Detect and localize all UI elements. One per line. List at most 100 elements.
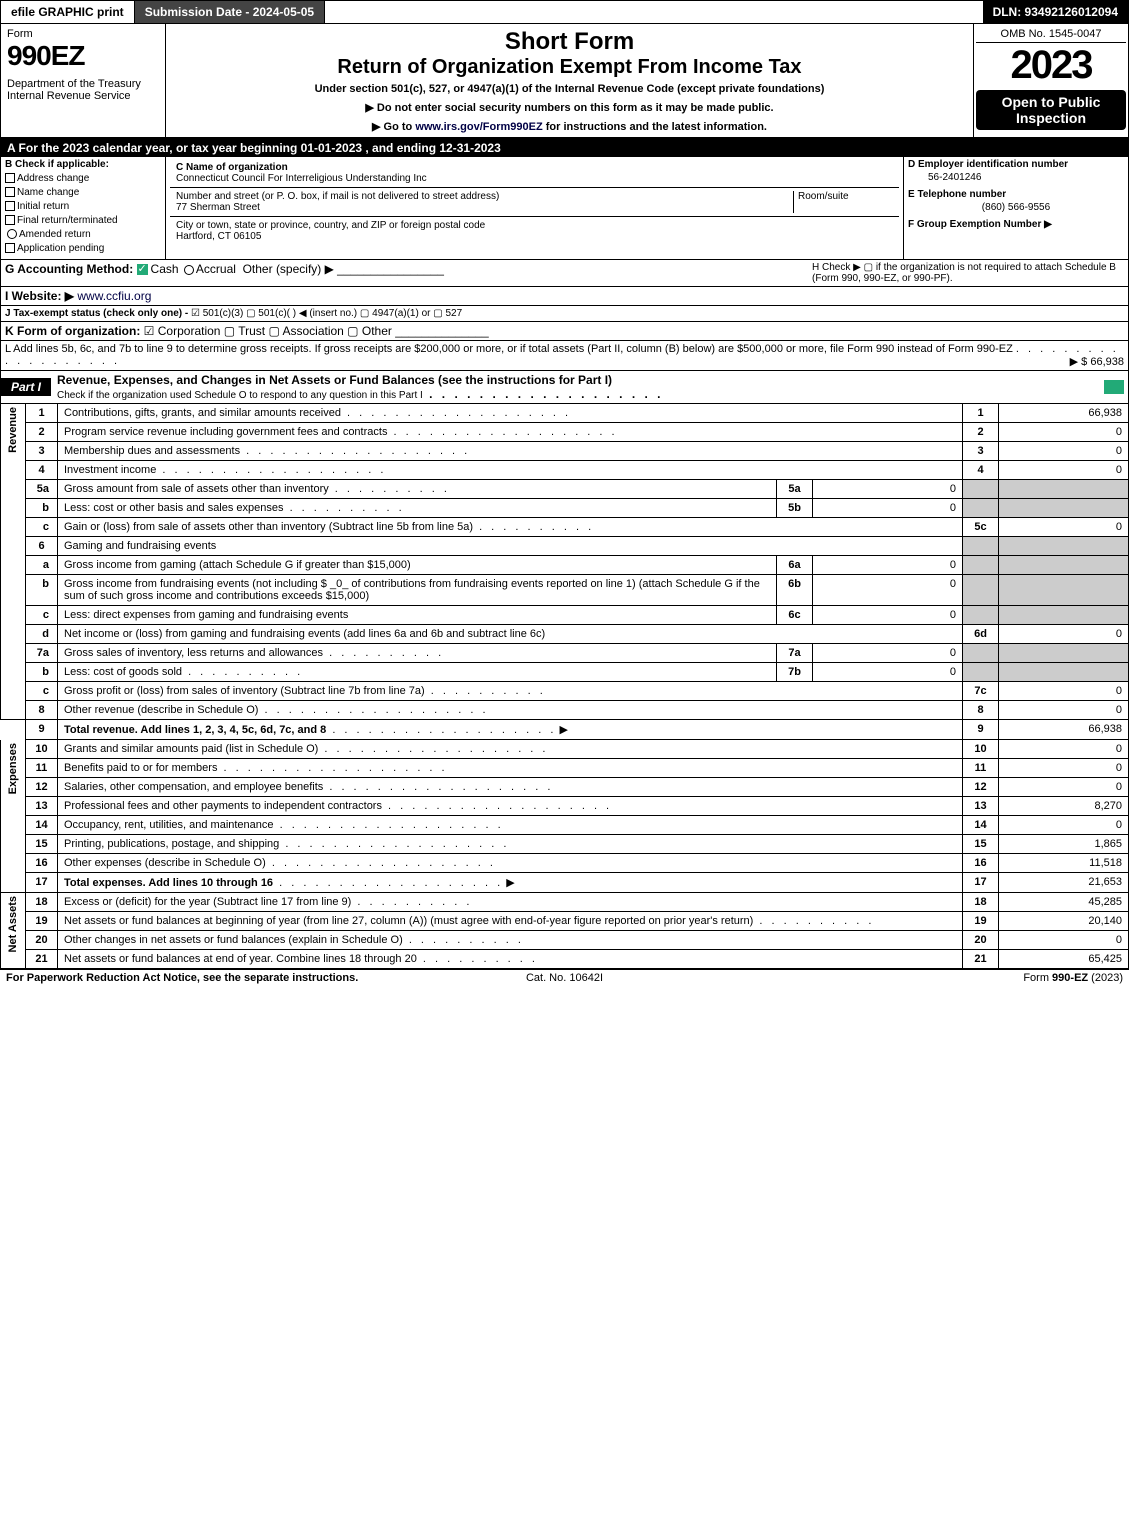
l-text: L Add lines 5b, 6c, and 7b to line 9 to … (5, 343, 1013, 355)
tax-year: 2023 (976, 43, 1126, 88)
header-center: Short Form Return of Organization Exempt… (166, 24, 973, 137)
line-5c-val: 0 (999, 518, 1129, 537)
efile-print-button[interactable]: efile GRAPHIC print (1, 1, 135, 23)
line-1-num: 1 (26, 404, 58, 423)
form-header: Form 990EZ Department of the Treasury In… (0, 24, 1129, 139)
ein-value: 56-2401246 (908, 170, 1124, 189)
line-1-desc: Contributions, gifts, grants, and simila… (58, 404, 963, 423)
l-amount: ▶ $ 66,938 (1070, 355, 1124, 368)
row-j: J Tax-exempt status (check only one) - ☑… (0, 306, 1129, 322)
line-21-val: 65,425 (999, 950, 1129, 969)
website-link[interactable]: www.ccfiu.org (77, 289, 151, 303)
part-i-header: Part I Revenue, Expenses, and Changes in… (0, 371, 1129, 404)
line-16-desc: Other expenses (describe in Schedule O) (64, 857, 266, 869)
part-i-label: Part I (1, 378, 51, 396)
accrual-radio[interactable] (184, 265, 194, 275)
line-6a-val: 0 (813, 556, 963, 575)
line-7c-desc: Gross profit or (loss) from sales of inv… (64, 685, 425, 697)
line-6-desc: Gaming and fundraising events (58, 537, 963, 556)
subtitle: Under section 501(c), 527, or 4947(a)(1)… (170, 83, 969, 95)
line-7a-val: 0 (813, 644, 963, 663)
page-footer: For Paperwork Reduction Act Notice, see … (0, 969, 1129, 986)
c-label: C Name of organization (176, 162, 288, 173)
line-9-val: 66,938 (999, 720, 1129, 740)
topbar-spacer (325, 1, 982, 23)
line-18-desc: Excess or (deficit) for the year (Subtra… (64, 896, 351, 908)
street-row: Number and street (or P. O. box, if mail… (170, 188, 899, 217)
street-value: 77 Sherman Street (176, 202, 260, 213)
check-application-pending[interactable]: Application pending (5, 243, 161, 254)
line-9-desc: Total revenue. Add lines 1, 2, 3, 4, 5c,… (64, 724, 326, 736)
line-12-desc: Salaries, other compensation, and employ… (64, 781, 323, 793)
omb-number: OMB No. 1545-0047 (976, 26, 1126, 43)
line-6d-val: 0 (999, 625, 1129, 644)
phone-value: (860) 566-9556 (908, 200, 1124, 219)
section-c: C Name of organization Connecticut Counc… (166, 157, 903, 259)
form-word: Form (7, 28, 159, 40)
open-to-public: Open to Public Inspection (976, 90, 1126, 130)
line-8-val: 0 (999, 701, 1129, 720)
check-amended-return[interactable]: Amended return (5, 229, 161, 240)
top-bar: efile GRAPHIC print Submission Date - 20… (0, 0, 1129, 24)
footer-center: Cat. No. 10642I (378, 972, 750, 984)
row-l: L Add lines 5b, 6c, and 7b to line 9 to … (0, 341, 1129, 371)
line-10-val: 0 (999, 740, 1129, 759)
row-i: I Website: ▶ www.ccfiu.org (0, 287, 1129, 306)
d-label: D Employer identification number (908, 159, 1124, 170)
line-14-val: 0 (999, 816, 1129, 835)
main-table-wrapper: Revenue 1 Contributions, gifts, grants, … (0, 404, 1129, 969)
city-value: Hartford, CT 06105 (176, 231, 261, 242)
f-label: F Group Exemption Number ▶ (908, 219, 1124, 230)
check-address-change[interactable]: Address change (5, 173, 161, 184)
part-i-title: Revenue, Expenses, and Changes in Net As… (51, 371, 1104, 403)
city-label: City or town, state or province, country… (176, 220, 485, 231)
line-1-rnum: 1 (963, 404, 999, 423)
j-options: ☑ 501(c)(3) ▢ 501(c)( ) ◀ (insert no.) ▢… (191, 308, 462, 319)
line-13-val: 8,270 (999, 797, 1129, 816)
check-final-return[interactable]: Final return/terminated (5, 215, 161, 226)
check-initial-return[interactable]: Initial return (5, 201, 161, 212)
dln-label: DLN: 93492126012094 (983, 1, 1128, 23)
dept-label: Department of the Treasury Internal Reve… (7, 78, 159, 102)
line-10-desc: Grants and similar amounts paid (list in… (64, 743, 318, 755)
line-20-desc: Other changes in net assets or fund bala… (64, 934, 403, 946)
line-a: A For the 2023 calendar year, or tax yea… (0, 139, 1129, 157)
line-17-desc: Total expenses. Add lines 10 through 16 (64, 877, 273, 889)
check-name-change[interactable]: Name change (5, 187, 161, 198)
part-i-checkbox[interactable] (1104, 380, 1124, 394)
section-def: D Employer identification number 56-2401… (903, 157, 1128, 259)
irs-link[interactable]: www.irs.gov/Form990EZ (415, 121, 542, 133)
line-11-desc: Benefits paid to or for members (64, 762, 217, 774)
section-g: G Accounting Method: Cash Accrual Other … (1, 260, 808, 286)
line-3-desc: Membership dues and assessments (64, 445, 240, 457)
footer-left: For Paperwork Reduction Act Notice, see … (6, 972, 378, 984)
line-6c-val: 0 (813, 606, 963, 625)
line-13-desc: Professional fees and other payments to … (64, 800, 382, 812)
section-h: H Check ▶ ▢ if the organization is not r… (808, 260, 1128, 286)
line-6c-desc: Less: direct expenses from gaming and fu… (64, 609, 348, 621)
line-1-val: 66,938 (999, 404, 1129, 423)
line-7b-desc: Less: cost of goods sold (64, 666, 182, 678)
short-form-title: Short Form (170, 28, 969, 56)
part-i-table: Revenue 1 Contributions, gifts, grants, … (0, 404, 1129, 969)
line-5b-val: 0 (813, 499, 963, 518)
header-left: Form 990EZ Department of the Treasury In… (1, 24, 166, 137)
submission-date-button[interactable]: Submission Date - 2024-05-05 (135, 1, 325, 23)
city-row: City or town, state or province, country… (170, 217, 899, 245)
header-right: OMB No. 1545-0047 2023 Open to Public In… (973, 24, 1128, 137)
main-title: Return of Organization Exempt From Incom… (170, 56, 969, 79)
org-name-row: C Name of organization Connecticut Counc… (170, 159, 899, 188)
row-gh: G Accounting Method: Cash Accrual Other … (0, 260, 1129, 287)
line-11-val: 0 (999, 759, 1129, 778)
k-label: K Form of organization: (5, 324, 140, 338)
line-18-val: 45,285 (999, 893, 1129, 912)
org-name: Connecticut Council For Interreligious U… (176, 173, 427, 184)
cash-checkbox[interactable] (137, 264, 148, 275)
line-4-val: 0 (999, 461, 1129, 480)
line-2-desc: Program service revenue including govern… (64, 426, 387, 438)
line-21-desc: Net assets or fund balances at end of ye… (64, 953, 417, 965)
revenue-side-label: Revenue (1, 404, 26, 720)
line-2-val: 0 (999, 423, 1129, 442)
line-6b-desc: Gross income from fundraising events (no… (64, 578, 760, 602)
line-15-desc: Printing, publications, postage, and shi… (64, 838, 279, 850)
